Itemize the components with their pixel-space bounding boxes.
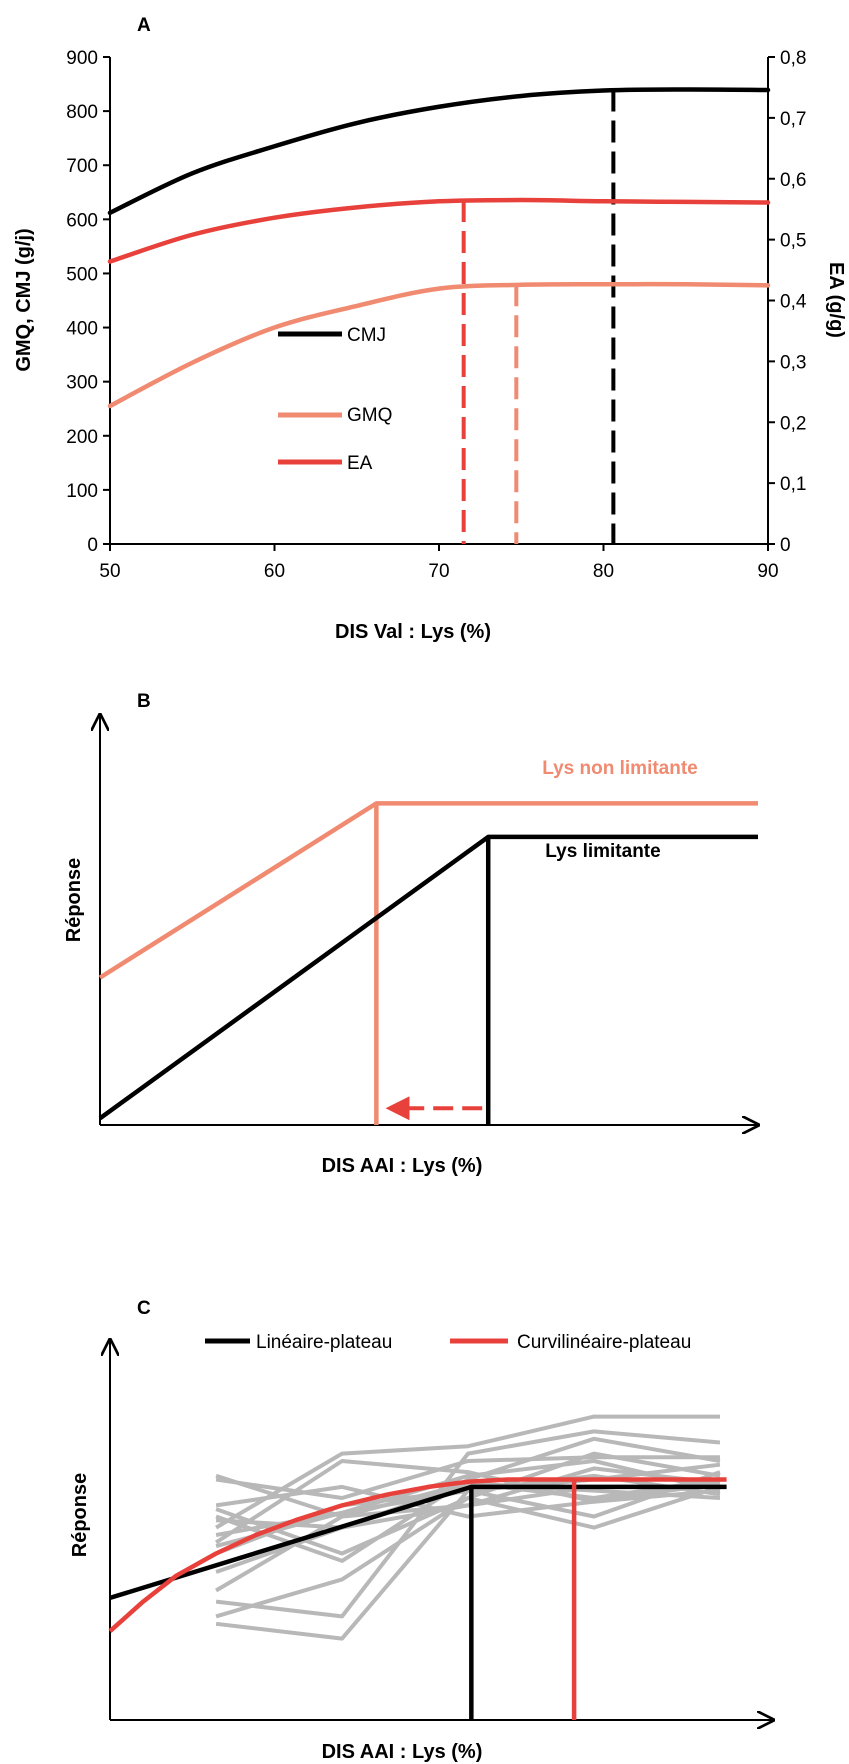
observation-line [215,1484,721,1619]
y-right-tick-label: 0,7 [780,109,806,130]
series-cmj [107,87,771,216]
y-left-tick-label: 200 [66,427,98,448]
panel-a-legend: CMJ GMQ EA [278,325,392,474]
x-tick-label: 80 [593,561,614,582]
observation-line [215,1484,721,1519]
legend-ea-label: EA [347,453,373,474]
series-ea [107,197,771,264]
y-left-tick-label: 600 [66,210,98,231]
panel-c-x-axis-title: DIS AAI : Lys (%) [322,1741,483,1763]
panel-c: C Linéaire-plateau Curvilinéaire-plateau… [69,1298,773,1763]
label-lys-limitante: Lys limitante [545,841,660,862]
y-left-tick-label: 900 [66,48,98,69]
panel-a-optimum-lines [461,89,616,544]
y-left-tick-label: 800 [66,102,98,123]
x-tick-label: 70 [428,561,449,582]
panel-b-series [98,801,758,1125]
observation-line [215,1429,721,1619]
panel-b-x-axis-title: DIS AAI : Lys (%) [322,1155,483,1177]
series-curvilin-aire-plateau [108,1477,727,1633]
y-right-tick-label: 0,8 [780,48,806,69]
y-left-tick-label: 0 [87,535,98,556]
y-left-tick-label: 100 [66,481,98,502]
legend-curvilineaire-label: Curvilinéaire-plateau [517,1332,691,1353]
panel-c-letter: C [137,1298,151,1319]
series-lys-non-limitante [98,801,758,980]
panel-a-letter: A [137,15,151,36]
legend-gmq-label: GMQ [347,405,392,426]
y-right-tick-label: 0,5 [780,231,806,252]
y-right-tick-label: 0,6 [780,170,806,191]
y-right-tick-label: 0 [780,535,791,556]
panel-a-x-axis-title: DIS Val : Lys (%) [335,621,491,643]
y-right-tick-label: 0,2 [780,413,806,434]
observation-line [215,1414,720,1530]
panel-b-letter: B [137,691,151,712]
panel-a-right-axis-title: EA (g/g) [825,262,847,338]
panel-c-legend: Linéaire-plateau Curvilinéaire-plateau [205,1332,691,1353]
panel-a-axes [109,57,769,545]
series-lys-limitante [98,834,758,1121]
y-right-tick-label: 0,3 [780,352,806,373]
legend-lineaire-label: Linéaire-plateau [256,1332,392,1353]
y-right-tick-label: 0,4 [780,292,807,313]
panel-b: B Lys non limitante Lys limitante DIS AA… [63,691,758,1177]
label-lys-non-limitante: Lys non limitante [542,758,698,779]
panel-a: A 50 60 70 80 900100200300400500600700800900… [13,15,847,643]
x-tick-label: 50 [99,561,120,582]
observation-line [214,1459,721,1545]
panel-c-observations [214,1414,721,1641]
panel-c-series [108,1477,727,1720]
panel-a-ticks: 50 60 70 80 90010020030040050060070080090000… [66,48,807,582]
x-tick-label: 90 [757,561,778,582]
y-right-tick-label: 0,1 [780,474,806,495]
series-gmq [107,281,771,409]
x-tick-label: 60 [264,561,285,582]
y-left-tick-label: 500 [66,264,98,285]
panel-a-series [107,87,771,409]
panel-b-y-axis-title: Réponse [63,858,85,942]
panel-c-y-axis-title: Réponse [69,1473,91,1557]
y-left-tick-label: 700 [66,156,98,177]
panel-a-left-axis-title: GMQ, CMJ (g/j) [13,228,35,371]
observation-line [215,1459,721,1549]
legend-cmj-label: CMJ [347,325,386,346]
y-left-tick-label: 300 [66,373,98,394]
y-left-tick-label: 400 [66,319,98,340]
